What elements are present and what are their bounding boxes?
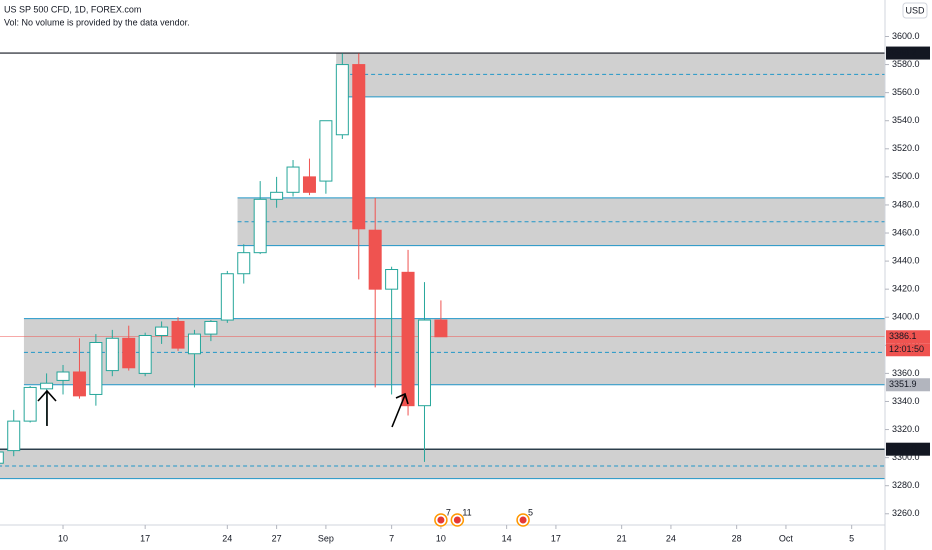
countdown: 12:01:50 [889,344,924,354]
event-flag [453,516,461,524]
price-label: 3386.1 [889,331,917,341]
currency-box[interactable] [902,2,928,19]
event-count: 11 [462,507,471,517]
candle-body [220,273,234,321]
x-tick-label: 24 [222,533,232,543]
candle-body [204,320,218,335]
zone [23,318,885,385]
plot-area [0,52,885,480]
candle-body [0,451,4,464]
candle-body [171,320,185,349]
y-tick-label: 3460.0 [892,227,920,237]
x-tick-label: 24 [666,533,676,543]
event-flag [519,516,527,524]
price-label-box [886,378,930,392]
price-label: 3306.0 [889,444,917,454]
candle-body [105,337,119,372]
currency[interactable]: USD [905,5,925,15]
x-tick-label: 28 [732,533,742,543]
candle-body [89,342,103,395]
candle-body [434,319,448,338]
zone [336,53,885,97]
candle-body [401,271,415,407]
x-tick-label: Oct [779,533,794,543]
candle-body [72,371,86,397]
candle-body [40,382,54,390]
candle-body [138,334,152,374]
zone [0,449,885,479]
x-tick-label: 17 [551,533,561,543]
candle-body [7,420,21,452]
candle-body [187,333,201,355]
candle-body [352,64,366,230]
x-tick-label: 5 [849,533,854,543]
chart-title: US SP 500 CFD, 1D, FOREX.com [4,4,141,14]
price-label-box [886,442,930,456]
y-tick-label: 3440.0 [892,255,920,265]
x-tick-label: 27 [272,533,282,543]
y-tick-label: 3540.0 [892,115,920,125]
y-tick-label: 3280.0 [892,480,920,490]
event-count: 5 [528,507,533,517]
y-tick-label: 3320.0 [892,424,920,434]
y-tick-label: 3560.0 [892,87,920,97]
candle-body [23,386,37,422]
candle-body [56,371,70,381]
event-flag [437,516,445,524]
y-tick-label: 3400.0 [892,312,920,322]
candle-body [319,120,333,182]
candle-body [237,252,251,275]
y-tick-label: 3300.0 [892,452,920,462]
y-tick-label: 3600.0 [892,31,920,41]
x-tick-label: Sep [318,533,334,543]
y-tick-label: 3480.0 [892,199,920,209]
arrow-head [395,392,409,405]
candle-body [286,166,300,193]
y-tick-label: 3340.0 [892,396,920,406]
x-tick-label: 7 [389,533,394,543]
price-label-box [886,330,930,344]
arrow [391,394,406,428]
candle-body [122,337,136,369]
x-tick-label: 14 [502,533,512,543]
candle-body [302,176,316,193]
candle-body [335,64,349,136]
x-tick-label: 10 [436,533,446,543]
price-label: 3351.9 [889,379,917,389]
event-count: 7 [446,507,451,517]
price-label-box [886,46,930,60]
x-tick-label: 21 [617,533,627,543]
y-tick-label: 3260.0 [892,508,920,518]
candle-body [417,319,431,407]
y-tick-label: 3420.0 [892,284,920,294]
y-tick-label: 3580.0 [892,59,920,69]
y-tick-label: 3500.0 [892,171,920,181]
countdown-box [886,343,930,357]
chart-subtitle: Vol: No volume is provided by the data v… [4,17,190,27]
x-tick-label: 10 [58,533,68,543]
candle-body [253,198,267,254]
y-tick-label: 3520.0 [892,143,920,153]
y-tick-label: 3360.0 [892,368,920,378]
candle-body [270,191,284,200]
candle-body [368,229,382,290]
arrow-head [37,389,57,402]
candle-body [155,326,169,336]
candle-body [385,269,399,290]
price-label: 3588.2 [889,47,917,57]
x-tick-label: 17 [140,533,150,543]
